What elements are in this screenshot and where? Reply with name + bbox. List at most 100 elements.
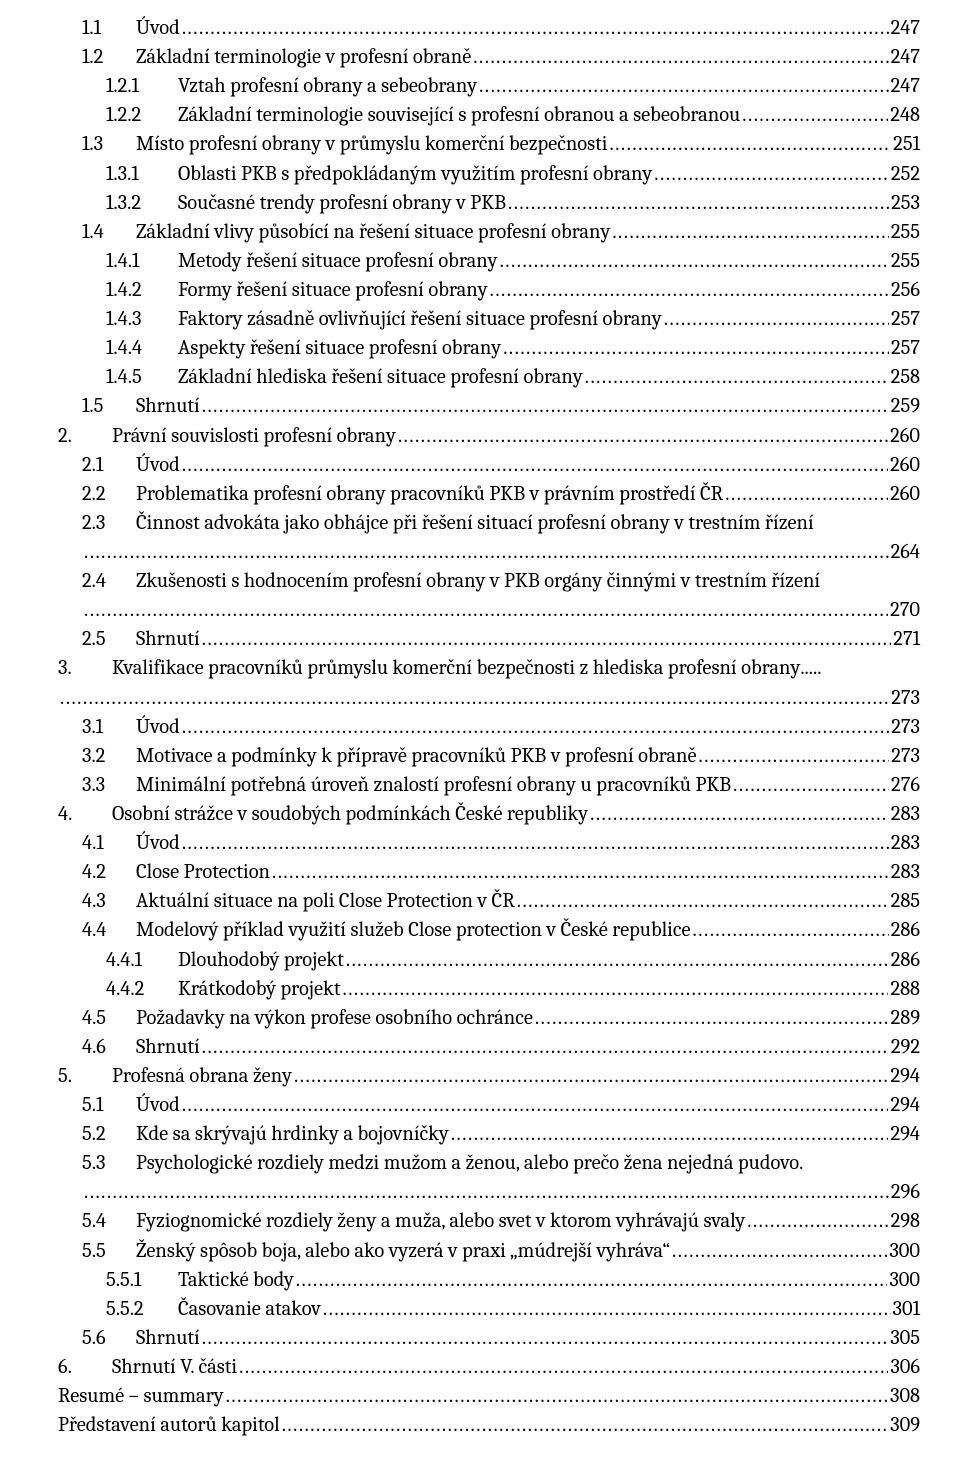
toc-entry-number: 4.3 bbox=[82, 887, 136, 916]
toc-entry-label: 4.3Aktuální situace na poli Close Protec… bbox=[82, 887, 515, 916]
toc-entry-label: 2.1Úvod bbox=[82, 451, 180, 480]
toc-entry: 5.5.1Taktické body300 bbox=[58, 1266, 920, 1295]
toc-leader-dots bbox=[473, 43, 888, 72]
toc-leader-dots bbox=[202, 392, 889, 421]
toc-entry-page: 253 bbox=[891, 189, 920, 218]
toc-entry-label: 5.3Psychologické rozdiely medzi mužom a … bbox=[82, 1149, 799, 1178]
toc-leader-dots bbox=[202, 625, 892, 654]
toc-entry: 1.2.2Základní terminologie související s… bbox=[58, 101, 920, 130]
toc-entry: 1.2.1Vztah profesní obrany a sebeobrany2… bbox=[58, 72, 920, 101]
toc-entry-label: 2.4Zkušenosti s hodnocením profesní obra… bbox=[82, 567, 820, 596]
toc-leader-dots bbox=[226, 1382, 888, 1411]
toc-entry-number: 3. bbox=[58, 654, 112, 683]
toc-entry-page: 260 bbox=[890, 451, 920, 480]
toc-entry-label: 1.3Místo profesní obrany v průmyslu kome… bbox=[82, 130, 607, 159]
toc-leader-dots bbox=[609, 130, 891, 159]
toc-entry-label: 1.2Základní terminologie v profesní obra… bbox=[82, 43, 471, 72]
toc-entry-number: 4. bbox=[58, 800, 112, 829]
toc-entry-page: 300 bbox=[889, 1237, 920, 1266]
toc-entry-label: 4.4Modelový příklad využití služeb Close… bbox=[82, 916, 691, 945]
toc-entry-page: 257 bbox=[891, 305, 920, 334]
toc-entry-label: 1.3.1Oblasti PKB s předpokládaným využit… bbox=[106, 160, 652, 189]
toc-entry: Resumé – summary308 bbox=[58, 1382, 920, 1411]
toc-entry: 1.2Základní terminologie v profesní obra… bbox=[58, 43, 920, 72]
toc-entry-label: 1.4.1Metody řešení situace profesní obra… bbox=[106, 247, 498, 276]
toc-entry-number: 1.3.2 bbox=[106, 189, 178, 218]
toc-entry: 1.1Úvod247 bbox=[58, 14, 920, 43]
toc-entry-number: 1.4.1 bbox=[106, 247, 178, 276]
toc-entry-number: 2.5 bbox=[82, 625, 136, 654]
table-of-contents: 1.1Úvod2471.2Základní terminologie v pro… bbox=[58, 14, 920, 1440]
toc-leader-dots bbox=[590, 800, 889, 829]
toc-entry-page: 273 bbox=[891, 742, 920, 771]
toc-entry-number: 4.6 bbox=[82, 1033, 136, 1062]
toc-entry: 3.3Minimální potřebná úroveň znalostí pr… bbox=[58, 771, 920, 800]
toc-entry: 2.1Úvod 260 bbox=[58, 451, 920, 480]
toc-entry: 4.6Shrnutí292 bbox=[58, 1033, 920, 1062]
toc-entry-number: 1.2.2 bbox=[106, 101, 178, 130]
toc-leader-dots bbox=[202, 1033, 889, 1062]
toc-entry-number: 5.5 bbox=[82, 1237, 136, 1266]
toc-entry-label: 1.2.2Základní terminologie související s… bbox=[106, 101, 740, 130]
toc-leader-dots bbox=[346, 946, 889, 975]
toc-entry-page: 260 bbox=[890, 422, 920, 451]
toc-entry: 5.2Kde sa skrývajú hrdinky a bojovníčky2… bbox=[58, 1120, 920, 1149]
toc-entry-number: 2. bbox=[58, 422, 112, 451]
toc-leader-dots bbox=[323, 1295, 891, 1324]
toc-entry-page: 260 bbox=[890, 480, 920, 509]
toc-entry: 5.5.2Časovanie atakov301 bbox=[58, 1295, 920, 1324]
toc-entry-page: 294 bbox=[890, 1120, 920, 1149]
toc-entry: 1.3.1Oblasti PKB s předpokládaným využit… bbox=[58, 160, 920, 189]
toc-entry-label: 5.5Ženský spôsob boja, alebo ako vyzerá … bbox=[82, 1237, 670, 1266]
toc-entry: 1.4Základní vlivy působící na řešení sit… bbox=[58, 218, 920, 247]
toc-entry-label: 4.2Close Protection bbox=[82, 858, 270, 887]
toc-leader-dots bbox=[747, 1207, 888, 1236]
toc-entry-page: 294 bbox=[890, 1091, 920, 1120]
toc-entry-number: 3.2 bbox=[82, 742, 136, 771]
toc-entry-number: 1.4.5 bbox=[106, 363, 178, 392]
toc-leader-dots bbox=[182, 14, 889, 43]
toc-entry: 1.4.1Metody řešení situace profesní obra… bbox=[58, 247, 920, 276]
toc-entry-label: 5.6Shrnutí bbox=[82, 1324, 200, 1353]
toc-entry-number: 1.2 bbox=[82, 43, 136, 72]
toc-entry-number: 1.4.4 bbox=[106, 334, 178, 363]
toc-entry-label: 1.5Shrnutí bbox=[82, 392, 200, 421]
toc-entry-page: 251 bbox=[893, 130, 920, 159]
toc-entry: 5.Profesná obrana ženy294 bbox=[58, 1062, 920, 1091]
toc-entry-label: 6.Shrnutí V. části bbox=[58, 1353, 237, 1382]
toc-entry: 2.4Zkušenosti s hodnocením profesní obra… bbox=[58, 567, 920, 596]
toc-entry-label: 5.1Úvod bbox=[82, 1091, 180, 1120]
toc-leader-dots bbox=[398, 422, 888, 451]
toc-entry-number: 1.2.1 bbox=[106, 72, 178, 101]
toc-entry-page: 252 bbox=[891, 160, 920, 189]
toc-entry-page: 255 bbox=[891, 247, 920, 276]
toc-entry-number: 5.1 bbox=[82, 1091, 136, 1120]
toc-entry-number: 1.4 bbox=[82, 218, 136, 247]
toc-entry-label: Představení autorů kapitol bbox=[58, 1411, 280, 1440]
toc-entry-number: 4.1 bbox=[82, 829, 136, 858]
toc-entry-number: 2.2 bbox=[82, 480, 136, 509]
toc-entry: 1.4.4Aspekty řešení situace profesní obr… bbox=[58, 334, 920, 363]
toc-entry-page: 264 bbox=[891, 538, 920, 567]
toc-leader-dots bbox=[672, 1237, 887, 1266]
toc-entry-page: 271 bbox=[893, 625, 920, 654]
toc-entry-label: 5.Profesná obrana ženy bbox=[58, 1062, 292, 1091]
toc-entry-number: 1.3.1 bbox=[106, 160, 178, 189]
toc-entry-number: 4.5 bbox=[82, 1004, 136, 1033]
toc-entry-label: 2.Právní souvislosti profesní obrany bbox=[58, 422, 396, 451]
toc-entry-number: 5.2 bbox=[82, 1120, 136, 1149]
toc-leader-dots bbox=[202, 1324, 888, 1353]
toc-leader-dots bbox=[60, 684, 889, 713]
toc-entry: 6.Shrnutí V. části306 bbox=[58, 1353, 920, 1382]
toc-entry-number: 5.4 bbox=[82, 1207, 136, 1236]
toc-entry: 2.2Problematika profesní obrany pracovní… bbox=[58, 480, 920, 509]
toc-entry-label: 5.4Fyziognomické rozdiely ženy a muža, a… bbox=[82, 1207, 745, 1236]
toc-entry-page: 289 bbox=[891, 1004, 920, 1033]
toc-entry-number: 1.4.3 bbox=[106, 305, 178, 334]
toc-leader-dots bbox=[733, 771, 889, 800]
toc-entry-number: 6. bbox=[58, 1353, 112, 1382]
toc-entry-page: 247 bbox=[891, 43, 920, 72]
toc-entry-page: 283 bbox=[891, 858, 920, 887]
toc-leader-dots bbox=[479, 72, 888, 101]
toc-leader-dots bbox=[699, 742, 890, 771]
